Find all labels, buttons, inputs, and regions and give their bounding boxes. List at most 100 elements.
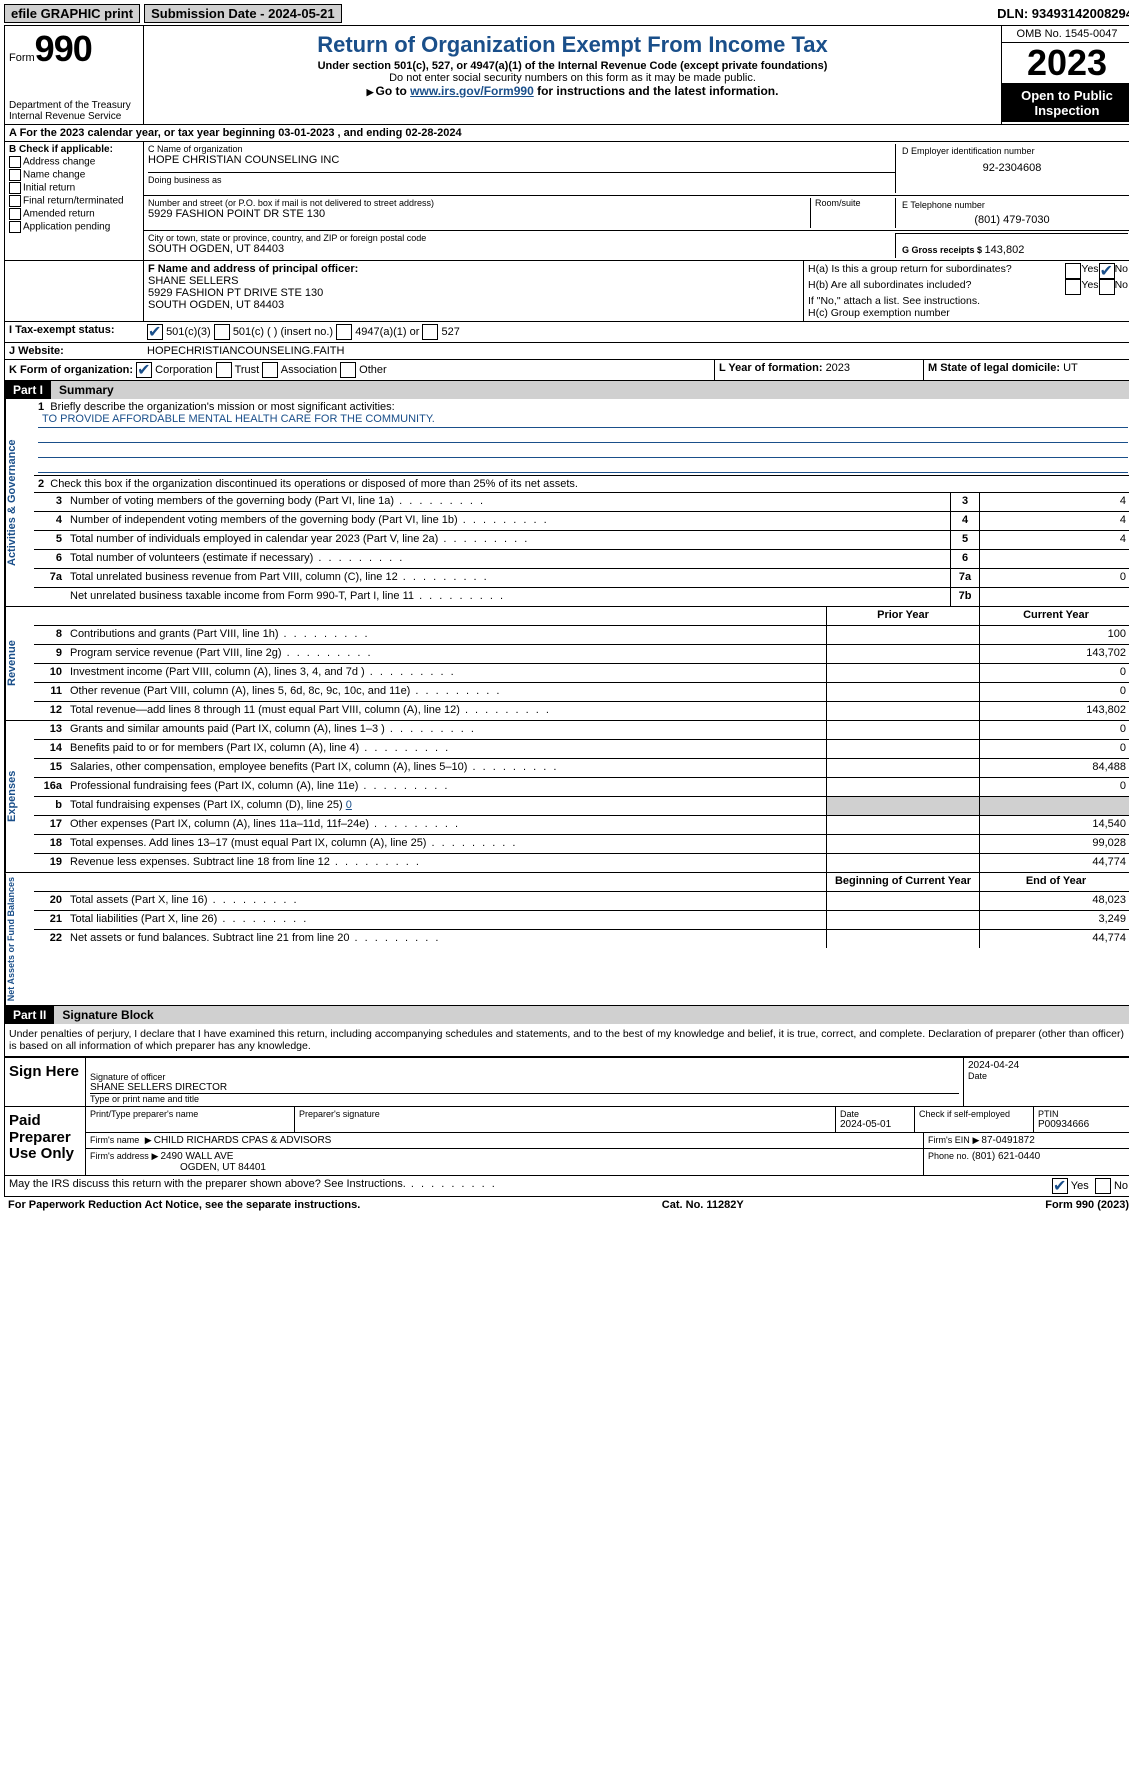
discuss-yes-lbl: Yes (1071, 1180, 1089, 1192)
chk-corp[interactable] (136, 362, 152, 378)
discuss-no-lbl: No (1114, 1180, 1128, 1192)
tab-exp: Expenses (5, 721, 34, 872)
org-name: HOPE CHRISTIAN COUNSELING INC (148, 154, 895, 166)
row-k-lbl: K Form of organization: (9, 364, 133, 376)
firm-name: CHILD RICHARDS CPAS & ADVISORS (154, 1135, 332, 1146)
boxes-c-to-g: C Name of organization HOPE CHRISTIAN CO… (144, 142, 1129, 260)
row-a: A For the 2023 calendar year, or tax yea… (5, 125, 1129, 142)
eoy-hdr: End of Year (979, 873, 1129, 891)
mission-text: TO PROVIDE AFFORDABLE MENTAL HEALTH CARE… (38, 413, 1128, 428)
chk-initial-return[interactable] (9, 182, 21, 194)
row-i: I Tax-exempt status: 501(c)(3) 501(c) ( … (5, 322, 1129, 343)
row-l-lbl: L Year of formation: (719, 362, 826, 374)
box-b: B Check if applicable: Address changeNam… (5, 142, 144, 260)
sig-date1: 2024-04-24 (968, 1060, 1128, 1071)
firm-addr1: 2490 WALL AVE (160, 1151, 233, 1162)
discuss-yes[interactable] (1052, 1178, 1068, 1194)
prep-name-lbl: Print/Type preparer's name (90, 1109, 290, 1119)
submission-date: Submission Date - 2024-05-21 (144, 4, 342, 23)
summary-gov: Activities & Governance 1 Briefly descri… (5, 399, 1129, 607)
yes-lbl: Yes (1081, 263, 1098, 279)
ptin: P00934666 (1038, 1119, 1128, 1130)
form-word: Form (9, 52, 35, 64)
goto-link[interactable]: www.irs.gov/Form990 (410, 84, 534, 98)
box-c-name-lbl: C Name of organization (148, 144, 895, 154)
no-lbl2: No (1115, 279, 1128, 295)
part2-num: Part II (5, 1006, 54, 1024)
opt-other: Other (359, 364, 387, 376)
topbar: efile GRAPHIC print Submission Date - 20… (4, 4, 1129, 23)
box-b-title: B Check if applicable: (9, 144, 139, 155)
h-c: H(c) Group exemption number (808, 307, 1128, 319)
row-klm: K Form of organization: Corporation Trus… (5, 360, 1129, 381)
dln: DLN: 93493142008294 (997, 6, 1129, 21)
row-j-lbl: J Website: (5, 343, 143, 359)
date-lbl2: Date (840, 1109, 910, 1119)
chk-name-change[interactable] (9, 169, 21, 181)
opt-assoc: Association (281, 364, 337, 376)
header-sub1: Under section 501(c), 527, or 4947(a)(1)… (148, 60, 997, 72)
dept-text: Department of the Treasury Internal Reve… (9, 100, 139, 122)
chk-address-change[interactable] (9, 156, 21, 168)
opt-501c3: 501(c)(3) (166, 326, 211, 338)
ha-no[interactable] (1099, 263, 1115, 279)
summary-exp: Expenses 13Grants and similar amounts pa… (5, 721, 1129, 873)
row-j: J Website: HOPECHRISTIANCOUNSELING.FAITH (5, 343, 1129, 360)
form-container: Form990 Department of the Treasury Inter… (4, 25, 1129, 1197)
dba-lbl: Doing business as (148, 172, 895, 185)
summary-net: Net Assets or Fund Balances Beginning of… (5, 873, 1129, 1006)
room-lbl: Room/suite (815, 198, 895, 208)
year-formation: 2023 (826, 362, 850, 374)
opt-trust: Trust (235, 364, 260, 376)
state-domicile: UT (1063, 362, 1078, 374)
officer-addr1: 5929 FASHION PT DRIVE STE 130 (148, 287, 799, 299)
sig-officer-lbl: Signature of officer (90, 1072, 959, 1082)
chk-trust[interactable] (216, 362, 232, 378)
opt-corp: Corporation (155, 364, 212, 376)
firm-ein: 87-0491872 (981, 1135, 1034, 1146)
tab-net: Net Assets or Fund Balances (5, 873, 34, 1005)
chk-527[interactable] (422, 324, 438, 340)
discuss-no[interactable] (1095, 1178, 1111, 1194)
telephone: (801) 479-7030 (902, 214, 1122, 226)
chk-4947[interactable] (336, 324, 352, 340)
curr-year-hdr: Current Year (979, 607, 1129, 625)
check-se: Check if self-employed (919, 1109, 1029, 1119)
ein: 92-2304608 (902, 162, 1122, 174)
efile-btn[interactable]: efile GRAPHIC print (4, 4, 140, 23)
paid-preparer-block: Paid Preparer Use Only Print/Type prepar… (5, 1106, 1129, 1175)
type-print-lbl: Type or print name and title (90, 1093, 959, 1104)
line1-lbl: Briefly describe the organization's miss… (50, 401, 394, 413)
page-footer: For Paperwork Reduction Act Notice, see … (4, 1197, 1129, 1213)
header-right: OMB No. 1545-0047 2023 Open to Public In… (1001, 26, 1129, 124)
firm-addr2: OGDEN, UT 84401 (180, 1162, 266, 1173)
website: HOPECHRISTIANCOUNSELING.FAITH (143, 343, 1129, 359)
street-address: 5929 FASHION POINT DR STE 130 (148, 208, 810, 220)
hb-yes[interactable] (1065, 279, 1081, 295)
chk-amended-return[interactable] (9, 208, 21, 220)
ha-yes[interactable] (1065, 263, 1081, 279)
firm-addr-lbl: Firm's address (90, 1151, 149, 1161)
chk-final-return-terminated[interactable] (9, 195, 21, 207)
opt-527: 527 (442, 326, 460, 338)
part2-title: Signature Block (54, 1006, 1129, 1024)
opt-4947: 4947(a)(1) or (355, 326, 419, 338)
officer-addr2: SOUTH OGDEN, UT 84403 (148, 299, 799, 311)
line2-text: Check this box if the organization disco… (50, 478, 578, 490)
chk-assoc[interactable] (262, 362, 278, 378)
chk-501c3[interactable] (147, 324, 163, 340)
goto-pre: Go to (375, 84, 410, 98)
hb-no[interactable] (1099, 279, 1115, 295)
header-middle: Return of Organization Exempt From Incom… (144, 26, 1001, 124)
header-goto: Go to www.irs.gov/Form990 for instructio… (148, 84, 997, 98)
chk-application-pending[interactable] (9, 221, 21, 233)
box-e-lbl: E Telephone number (902, 200, 1122, 210)
summary-rev: Revenue Prior Year Current Year 8Contrib… (5, 607, 1129, 721)
phone-lbl: Phone no. (928, 1151, 969, 1161)
chk-other[interactable] (340, 362, 356, 378)
chk-501c[interactable] (214, 324, 230, 340)
header-left: Form990 Department of the Treasury Inter… (5, 26, 144, 124)
form-number: 990 (35, 28, 92, 69)
tab-rev: Revenue (5, 607, 34, 720)
row-m-lbl: M State of legal domicile: (928, 362, 1063, 374)
